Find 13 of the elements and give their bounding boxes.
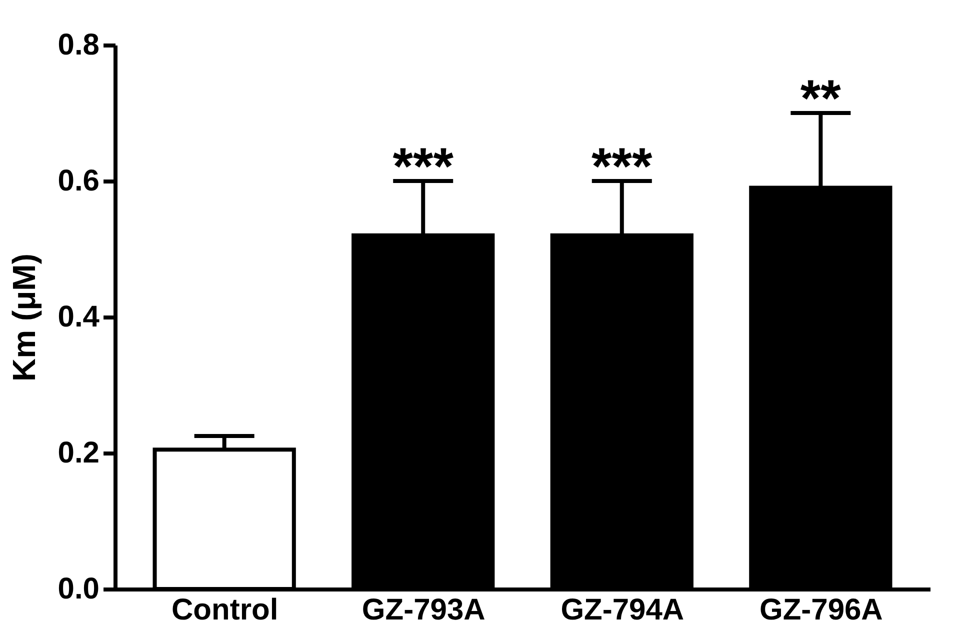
annotation: ** — [800, 70, 842, 128]
x-tick-label: GZ-794A — [560, 594, 684, 626]
y-tick-label: 0.0 — [58, 572, 100, 606]
y-axis-title: Km (μM) — [6, 254, 42, 382]
y-tick-label: 0.4 — [58, 300, 100, 334]
annotation: *** — [392, 138, 454, 196]
annotation: *** — [592, 138, 654, 196]
x-tick-label: Control — [172, 594, 278, 626]
x-tick-label: GZ-793A — [362, 594, 486, 626]
y-tick-label: 0.6 — [58, 164, 100, 198]
y-tick-label: 0.8 — [58, 28, 100, 62]
y-tick-label: 0.2 — [58, 436, 100, 470]
x-tick-label: GZ-796A — [759, 594, 883, 626]
